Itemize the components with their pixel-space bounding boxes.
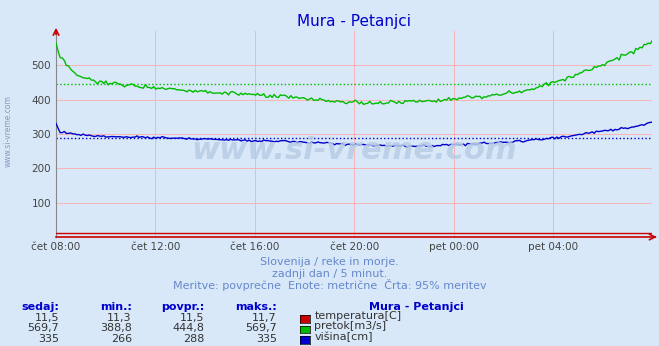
Text: 11,7: 11,7 — [252, 313, 277, 323]
Text: Slovenija / reke in morje.: Slovenija / reke in morje. — [260, 257, 399, 267]
Text: 11,3: 11,3 — [107, 313, 132, 323]
Text: zadnji dan / 5 minut.: zadnji dan / 5 minut. — [272, 269, 387, 279]
Text: 11,5: 11,5 — [180, 313, 204, 323]
Text: Mura - Petanjci: Mura - Petanjci — [369, 302, 464, 312]
Text: 569,7: 569,7 — [245, 324, 277, 334]
Text: 335: 335 — [38, 334, 59, 344]
Text: 11,5: 11,5 — [35, 313, 59, 323]
Title: Mura - Petanjci: Mura - Petanjci — [297, 13, 411, 29]
Text: www.si-vreme.com: www.si-vreme.com — [3, 95, 13, 167]
Text: višina[cm]: višina[cm] — [314, 331, 373, 342]
Text: 388,8: 388,8 — [100, 324, 132, 334]
Text: 444,8: 444,8 — [172, 324, 204, 334]
Text: 288: 288 — [183, 334, 204, 344]
Text: 266: 266 — [111, 334, 132, 344]
Text: temperatura[C]: temperatura[C] — [314, 311, 401, 321]
Text: www.si-vreme.com: www.si-vreme.com — [191, 136, 517, 165]
Text: pretok[m3/s]: pretok[m3/s] — [314, 321, 386, 331]
Text: povpr.:: povpr.: — [161, 302, 204, 312]
Text: Meritve: povprečne  Enote: metrične  Črta: 95% meritev: Meritve: povprečne Enote: metrične Črta:… — [173, 279, 486, 291]
Text: 335: 335 — [256, 334, 277, 344]
Text: 569,7: 569,7 — [28, 324, 59, 334]
Text: min.:: min.: — [100, 302, 132, 312]
Text: sedaj:: sedaj: — [22, 302, 59, 312]
Text: maks.:: maks.: — [235, 302, 277, 312]
